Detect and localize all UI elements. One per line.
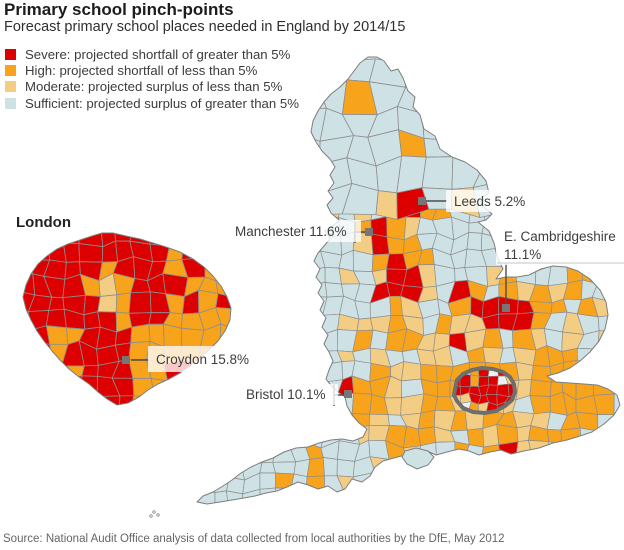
legend-row-severe: Severe: projected shortfall of greater t… (5, 46, 299, 62)
legend-label-high: High: projected shortfall of less than 5… (25, 63, 258, 79)
callout-e-cambridgeshire-line1: E. Cambridgeshire (504, 229, 616, 244)
callout-manchester: Manchester 11.6% (227, 220, 361, 242)
callout-e-cambridgeshire-line2: 11.1% (504, 247, 542, 262)
legend-row-moderate: Moderate: projected surplus of less than… (5, 79, 299, 95)
legend-label-severe: Severe: projected shortfall of greater t… (25, 46, 291, 62)
legend-label-moderate: Moderate: projected surplus of less than… (25, 79, 283, 95)
callout-bristol: Bristol 10.1% (238, 384, 338, 405)
source-note: Source: National Audit Office analysis o… (3, 533, 505, 545)
legend-row-high: High: projected shortfall of less than 5… (5, 62, 299, 78)
legend-swatch-severe (5, 48, 16, 60)
callout-e-cambridgeshire: E. Cambridgeshire 11.1% (496, 226, 624, 265)
legend: Severe: projected shortfall of greater t… (5, 46, 299, 112)
callout-leeds: Leeds 5.2% (446, 190, 538, 212)
legend-swatch-moderate (5, 81, 16, 93)
legend-row-sufficient: Sufficient: projected surplus of greater… (5, 95, 299, 111)
legend-label-sufficient: Sufficient: projected surplus of greater… (25, 95, 299, 111)
page-title: Primary school pinch-points (4, 0, 234, 19)
subtitle: Forecast primary school places needed in… (4, 19, 406, 35)
legend-swatch-high (5, 65, 16, 77)
london-inset-title: London (16, 214, 71, 231)
callout-croydon: Croydon 15.8% (148, 346, 270, 372)
legend-swatch-sufficient (5, 97, 16, 109)
